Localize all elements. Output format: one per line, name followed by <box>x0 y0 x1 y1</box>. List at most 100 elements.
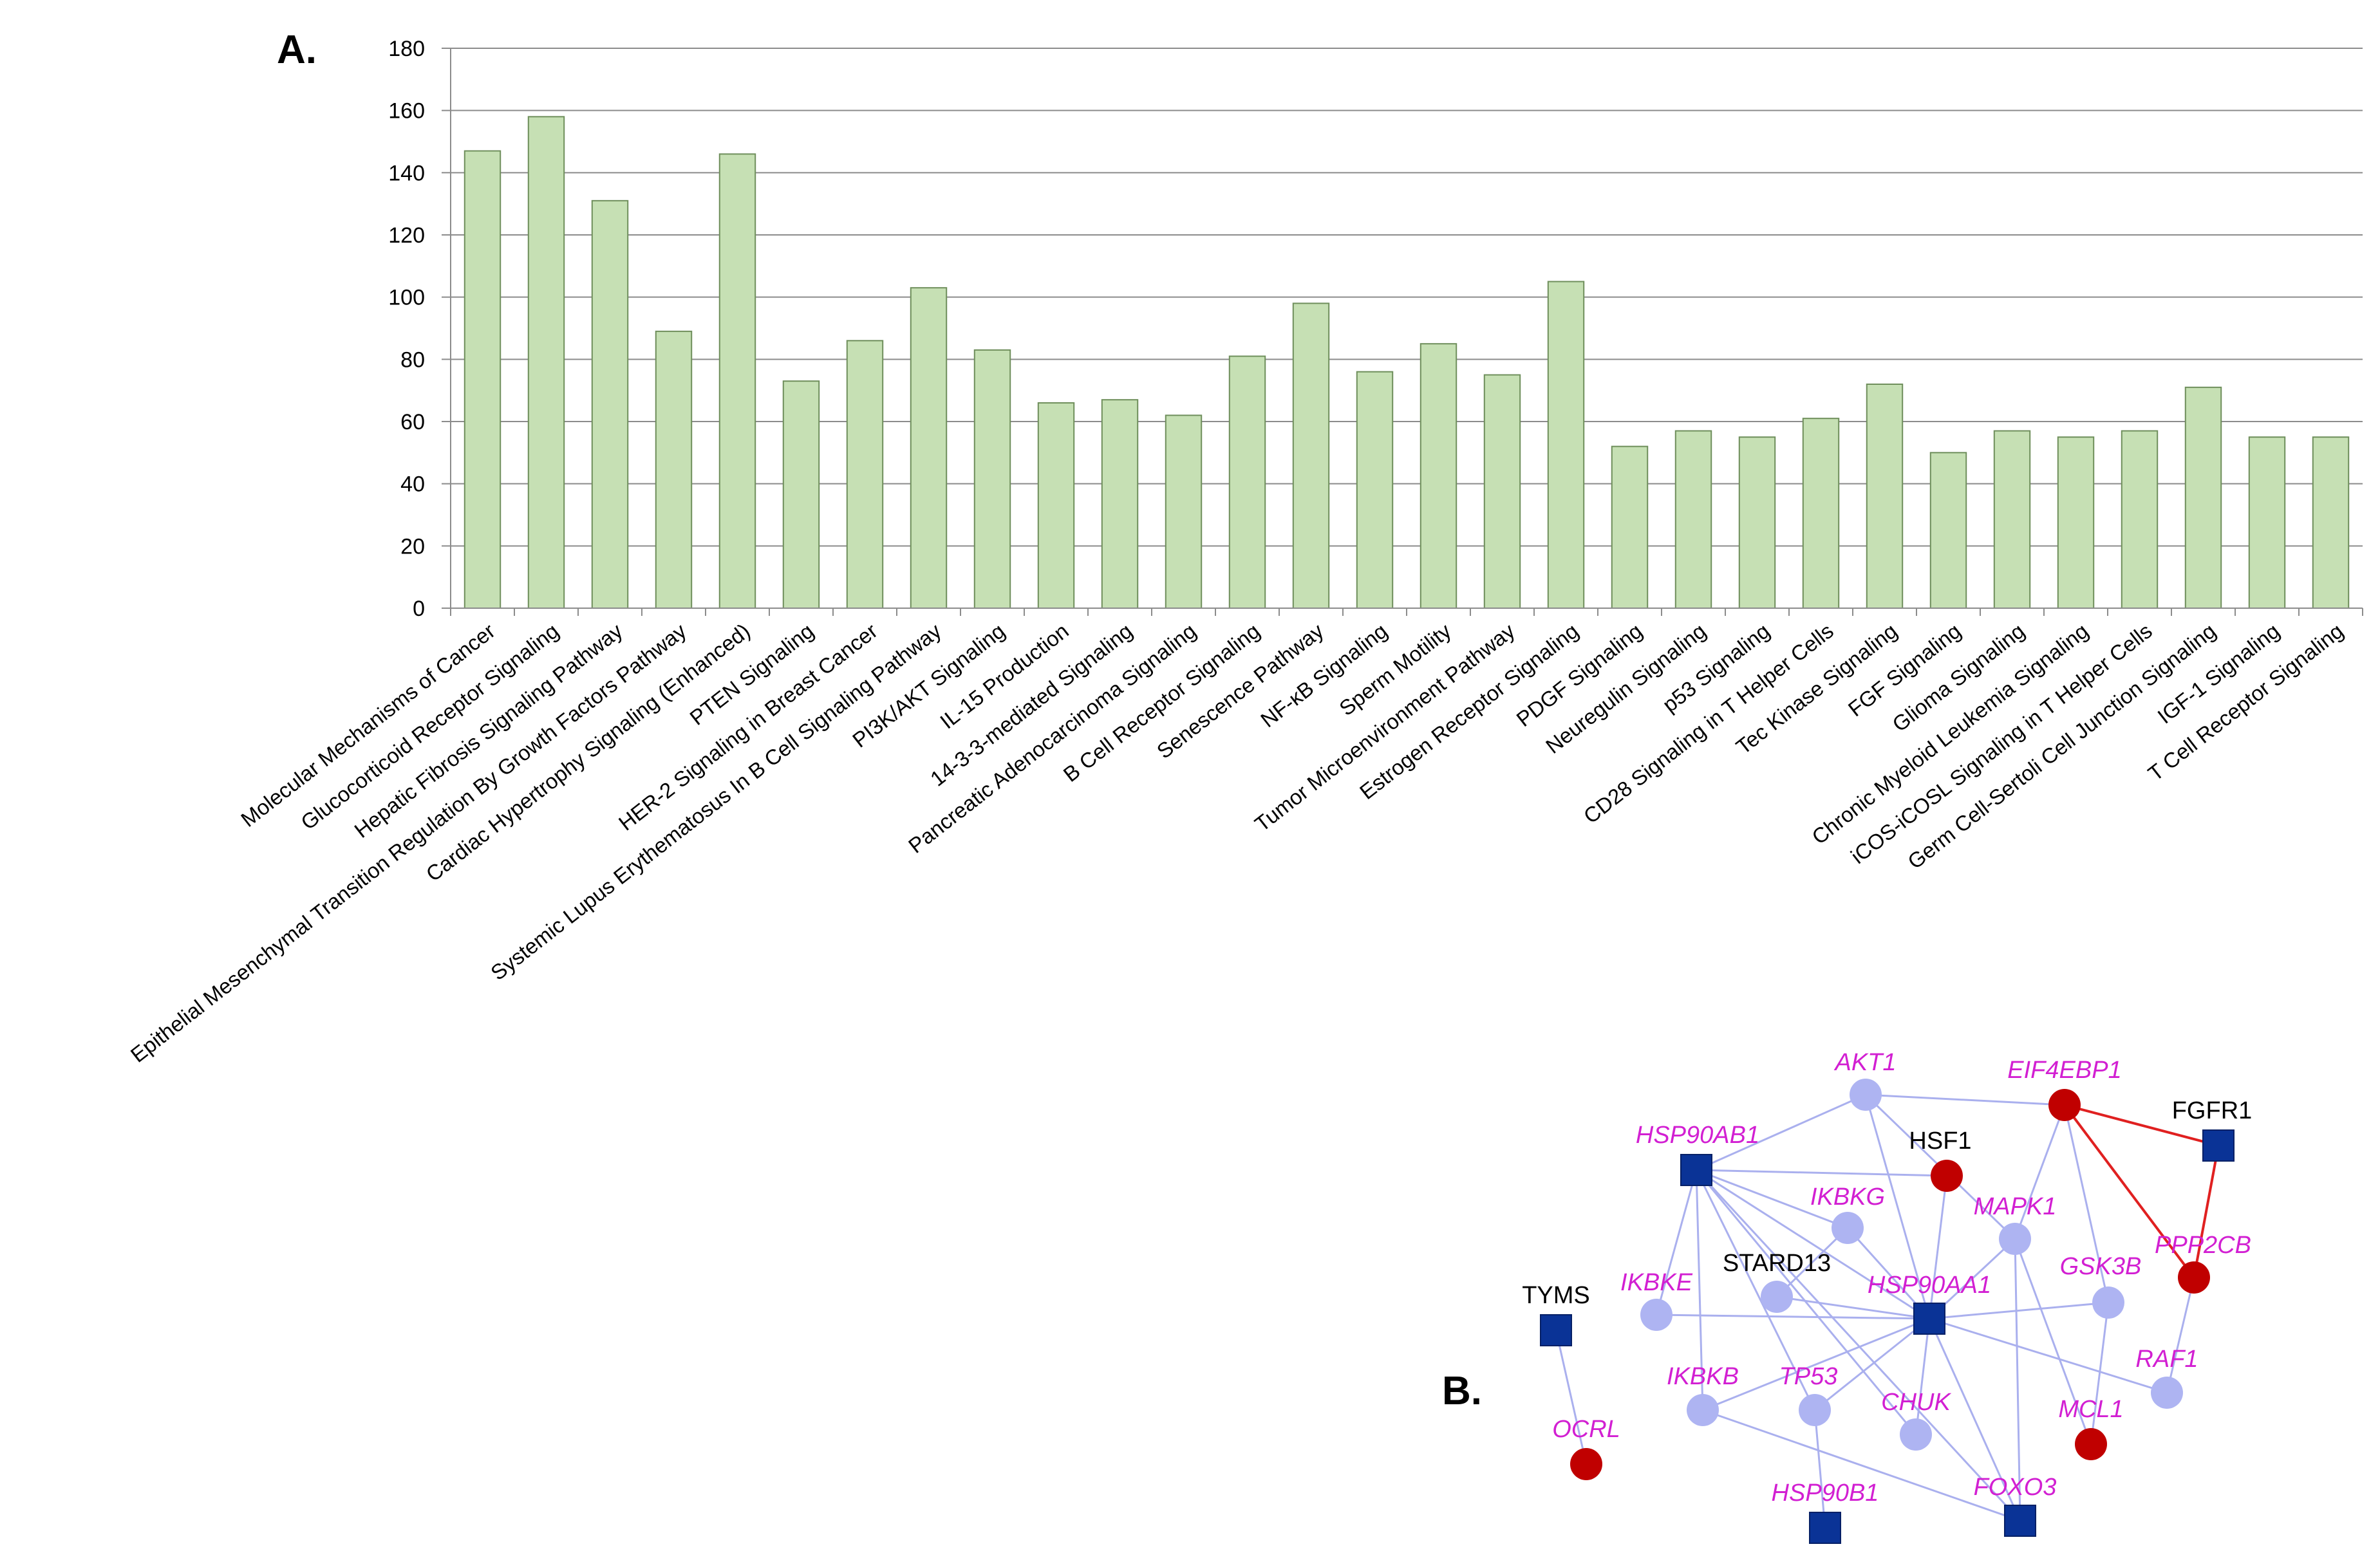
interaction-network: AKT1 EIF4EBP1 FGFR1 HSP90AB1 HSF1 IKBKG MAPK1 P… <box>1522 1049 2252 1544</box>
y-tick-label: 80 <box>400 348 425 372</box>
edge-eif4ebp1-mapk1 <box>2014 1104 2066 1240</box>
node-eif4ebp1 <box>2048 1089 2081 1121</box>
node-ikbkb <box>1687 1394 1719 1426</box>
edge-eif4ebp1-fgfr1 <box>2064 1104 2219 1147</box>
node-label-ocrl: OCRL <box>1552 1416 1620 1443</box>
node-ikbkg <box>1832 1212 1864 1244</box>
edge-fgfr1-ppp2cb <box>2193 1145 2220 1278</box>
y-tick-label: 20 <box>400 534 425 559</box>
edge-stard13-hsp90aa1 <box>1776 1295 1930 1320</box>
node-label-eif4ebp1: EIF4EBP1 <box>2007 1057 2121 1084</box>
bar-tumor-microenvironment-pathway <box>1483 374 1521 609</box>
node-label-ikbkb: IKBKB <box>1667 1363 1739 1390</box>
node-label-ikbkg: IKBKG <box>1810 1184 1885 1211</box>
bar-glucocorticoid-receptor-signaling <box>527 116 565 609</box>
node-label-tyms: TYMS <box>1522 1282 1590 1309</box>
bar-her-2-signaling-in-breast-cancer <box>846 340 884 609</box>
node-mcl1 <box>2075 1428 2107 1460</box>
node-raf1 <box>2151 1377 2183 1409</box>
node-ocrl <box>1570 1448 1602 1480</box>
bar-estrogen-receptor-signaling <box>1547 281 1585 609</box>
node-label-stard13: STARD13 <box>1723 1250 1831 1277</box>
edge-ppp2cb-raf1 <box>2166 1277 2195 1393</box>
edge-tp53-hsp90b1 <box>1813 1409 1826 1528</box>
edge-mapk1-foxo3 <box>2014 1238 2021 1521</box>
edge-akt1-eif4ebp1 <box>1865 1093 2065 1106</box>
bar-fgf-signaling <box>1929 452 1967 609</box>
node-label-hsp90b1: HSP90B1 <box>1772 1480 1879 1507</box>
edge-hsp90ab1-foxo3 <box>1695 1169 2021 1522</box>
bar-neuregulin-signaling <box>1674 430 1712 609</box>
y-tick-label: 40 <box>400 472 425 497</box>
bar-molecular-mechanisms-of-cancer <box>464 150 501 609</box>
bar-tec-kinase-signaling <box>1866 384 1904 609</box>
node-label-raf1: RAF1 <box>2135 1346 2198 1373</box>
node-hsf1 <box>1931 1160 1963 1192</box>
edge-eif4ebp1-gsk3b <box>2063 1104 2110 1303</box>
edge-ikbkg-stard13 <box>1776 1227 1849 1298</box>
node-hsp90ab1 <box>1680 1154 1712 1186</box>
bar-pten-signaling <box>782 380 820 609</box>
node-label-hsf1: HSF1 <box>1909 1128 1971 1155</box>
node-label-gsk3b: GSK3B <box>2060 1253 2142 1280</box>
bar-14-3-3-mediated-signaling <box>1101 399 1139 609</box>
bar-hepatic-fibrosis-signaling-pathway <box>591 200 629 609</box>
bar-b-cell-receptor-signaling <box>1228 355 1266 609</box>
bar-epithelial-mesenchymal-transition-regulation-by-growth-factors-pathway <box>655 330 693 609</box>
node-mapk1 <box>1999 1223 2031 1255</box>
edge-hsp90aa1-ikbkb <box>1702 1317 1930 1411</box>
bar-t-cell-receptor-signaling <box>2312 436 2350 609</box>
node-fgfr1 <box>2202 1129 2235 1162</box>
edge-hsp90ab1-hsf1 <box>1696 1169 1947 1177</box>
node-ikbke <box>1640 1299 1673 1331</box>
bar-sperm-motility <box>1420 343 1457 609</box>
edge-hsp90aa1-tp53 <box>1814 1317 1930 1411</box>
node-chuk <box>1900 1418 1932 1451</box>
panel-a-label: A. <box>277 28 317 72</box>
edge-hsp90aa1-raf1 <box>1929 1317 2168 1394</box>
edge-hsp90ab1-ikbkb <box>1695 1169 1704 1411</box>
node-label-ikbke: IKBKE <box>1620 1269 1693 1296</box>
node-gsk3b <box>2092 1286 2124 1319</box>
bar-il-15-production <box>1037 402 1075 609</box>
network-edges <box>1555 1093 2220 1528</box>
node-ppp2cb <box>2178 1261 2210 1294</box>
node-label-akt1: AKT1 <box>1833 1049 1896 1076</box>
edge-hsp90ab1-hsp90aa1 <box>1696 1169 1930 1320</box>
edge-gsk3b-mcl1 <box>2090 1302 2110 1445</box>
node-tp53 <box>1799 1394 1831 1426</box>
node-label-tp53: TP53 <box>1779 1363 1838 1390</box>
bar-glioma-signaling <box>1993 430 2031 609</box>
bar-chronic-myeloid-leukemia-signaling <box>2057 436 2095 609</box>
bar-icos-icosl-signaling-in-t-helper-cells <box>2121 430 2159 609</box>
node-label-fgfr1: FGFR1 <box>2172 1097 2253 1124</box>
node-foxo3 <box>2004 1505 2036 1537</box>
edge-ikbke-hsp90aa1 <box>1656 1314 1930 1320</box>
edge-hsp90aa1-chuk <box>1915 1318 1931 1435</box>
node-label-hsp90ab1: HSP90AB1 <box>1636 1122 1759 1149</box>
bar-igf-1-signaling <box>2248 436 2286 609</box>
bar-systemic-lupus-erythematosus-in-b-cell-signaling-pathway <box>910 287 948 609</box>
edge-hsp90ab1-chuk <box>1695 1169 1917 1435</box>
y-tick-label: 60 <box>400 410 425 434</box>
node-label-foxo3: FOXO3 <box>1974 1474 2057 1501</box>
node-tyms <box>1540 1314 1572 1346</box>
network-nodes <box>1540 1079 2235 1544</box>
network-labels: AKT1 EIF4EBP1 FGFR1 HSP90AB1 HSF1 IKBKG MAPK1 P… <box>1522 1049 2252 1507</box>
edge-eif4ebp1-ppp2cb <box>2063 1104 2195 1279</box>
bar-nf-b-signaling <box>1356 371 1394 609</box>
bar-pancreatic-adenocarcinoma-signaling <box>1165 414 1203 609</box>
edge-akt1-hsp90aa1 <box>1864 1094 1931 1319</box>
y-tick-label: 160 <box>388 99 425 124</box>
node-hsp90b1 <box>1809 1512 1841 1544</box>
y-tick-label: 120 <box>388 223 425 248</box>
bar-pi3k-akt-signaling <box>973 349 1011 609</box>
edge-tyms-ocrl <box>1555 1330 1588 1465</box>
edge-gsk3b-hsp90aa1 <box>1929 1301 2109 1320</box>
node-label-mcl1: MCL1 <box>2058 1396 2123 1423</box>
edge-hsp90ab1-tp53 <box>1695 1169 1816 1411</box>
chart-bars <box>464 116 2350 609</box>
bar-cardiac-hypertrophy-signaling-enhanced <box>718 153 756 609</box>
